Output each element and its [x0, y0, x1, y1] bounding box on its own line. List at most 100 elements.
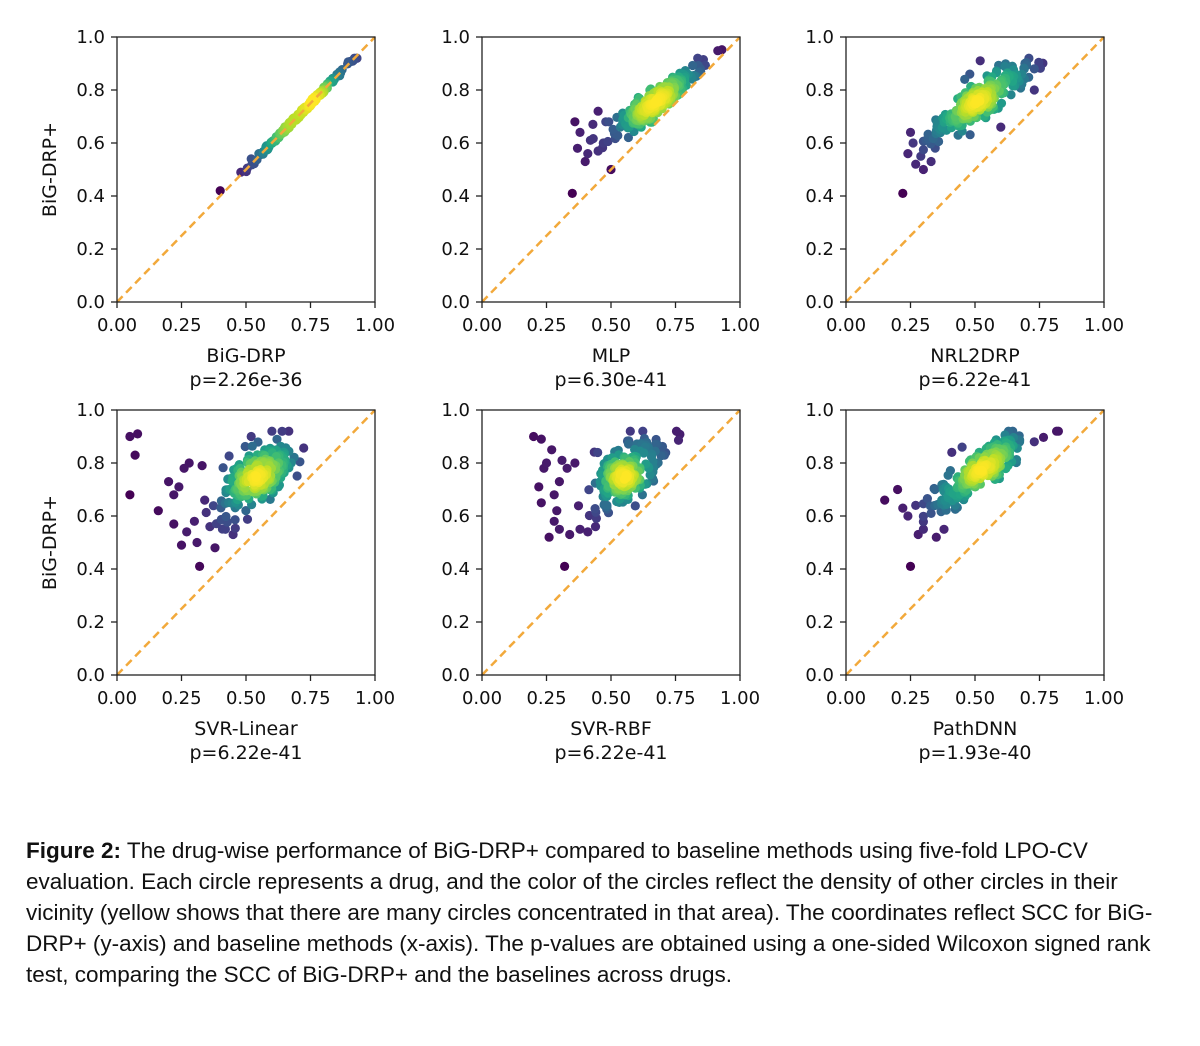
p-value-label: p=2.26e-36 [189, 369, 302, 391]
scatter-point [1029, 437, 1039, 447]
identity-line [481, 36, 741, 303]
scatter-point [903, 511, 913, 521]
scatter-point [557, 455, 567, 465]
x-tick-label: 0.25 [161, 688, 201, 709]
identity-line [116, 409, 376, 676]
y-tick-label: 1.0 [76, 27, 105, 48]
scatter-point [880, 495, 890, 505]
x-axis-label: MLP [592, 345, 630, 367]
y-tick-label: 1.0 [805, 400, 834, 421]
y-tick-label: 1.0 [76, 400, 105, 421]
identity-line [481, 409, 741, 676]
scatter-point [197, 461, 207, 471]
scatter-point [549, 490, 559, 500]
scatter-point [220, 524, 230, 534]
y-tick-label: 0.0 [805, 292, 834, 313]
scatter-point [977, 465, 987, 475]
caption-text: The drug-wise performance of BiG-DRP+ co… [26, 837, 1153, 987]
y-tick-label: 0.6 [805, 133, 834, 154]
y-tick-label: 0.8 [805, 453, 834, 474]
scatter-point [608, 124, 618, 134]
scatter-point [125, 431, 135, 442]
scatter-point [604, 117, 614, 127]
y-tick-label: 0.8 [76, 80, 105, 101]
scatter-point [903, 149, 913, 159]
scatter-point [975, 56, 985, 66]
scatter-point [584, 485, 594, 495]
scatter-point [174, 482, 184, 492]
scatter-point [1029, 85, 1039, 95]
p-value-label: p=1.93e-40 [918, 742, 1031, 764]
scatter-point [898, 503, 908, 513]
scatter-point [189, 516, 199, 526]
scatter-point [562, 463, 572, 473]
scatter-point [536, 434, 546, 444]
scatter-point [1038, 432, 1049, 442]
scatter-point [552, 506, 562, 516]
scatter-point [536, 498, 546, 508]
scatter-point [623, 132, 634, 143]
scatter-point [560, 561, 570, 572]
scatter-point [284, 426, 294, 436]
scatter-point [625, 426, 635, 436]
scatter-point [650, 439, 661, 450]
y-tick-label: 0.6 [805, 506, 834, 527]
x-tick-label: 0.75 [1019, 688, 1059, 709]
x-axis-label: SVR-Linear [194, 718, 298, 740]
scatter-point [1034, 57, 1044, 67]
x-tick-label: 0.25 [890, 688, 930, 709]
y-tick-label: 0.0 [805, 665, 834, 686]
x-tick-label: 1.00 [720, 315, 760, 336]
y-tick-label: 0.4 [441, 559, 470, 580]
scatter-point [960, 74, 970, 84]
x-tick-label: 0.25 [526, 315, 566, 336]
scatter-point [192, 537, 202, 548]
y-tick-label: 0.2 [76, 239, 105, 260]
scatter-point [905, 127, 916, 137]
scatter-point [575, 524, 585, 534]
scatter-point [125, 490, 135, 500]
scatter-point [602, 500, 612, 510]
y-tick-label: 1.0 [441, 27, 470, 48]
scatter-point [221, 511, 231, 522]
scatter-point [583, 527, 593, 537]
scatter-point [529, 431, 539, 442]
y-tick-label: 0.0 [441, 292, 470, 313]
y-tick-label: 0.0 [441, 665, 470, 686]
scatter-point [593, 447, 603, 458]
scatter-point [272, 434, 282, 444]
y-tick-label: 0.8 [805, 80, 834, 101]
panel-mlp: 0.00 0.25 0.50 0.75 1.00 0.0 0.2 0.4 0.6 0.8 1.0 ML… [441, 27, 760, 391]
y-tick-label: 0.2 [805, 612, 834, 633]
scatter-point [554, 477, 565, 487]
p-value-label: p=6.22e-41 [554, 742, 667, 764]
scatter-point [898, 188, 908, 198]
x-tick-label: 0.75 [290, 688, 330, 709]
scatter-point [215, 186, 225, 196]
figure-panels: 0.00 0.25 0.50 0.75 1.00 0.0 0.2 0.4 0.6 0.8 1.0 Bi… [39, 27, 1124, 764]
x-tick-label: 0.75 [655, 688, 695, 709]
scatter-point [688, 60, 698, 71]
scatter-point [623, 439, 634, 449]
x-tick-label: 0.00 [462, 315, 502, 336]
scatter-point [590, 504, 600, 514]
y-tick-label: 0.6 [76, 133, 105, 154]
scatter-point [893, 484, 903, 495]
scatter-point [210, 543, 220, 553]
scatter-point [588, 134, 598, 144]
scatter-point [918, 511, 929, 521]
scatter-point [1029, 64, 1039, 74]
y-tick-label: 0.6 [76, 506, 105, 527]
scatter-point [918, 524, 929, 534]
scatter-point [570, 458, 580, 468]
scatter-point [583, 149, 593, 159]
x-tick-label: 0.00 [826, 315, 866, 336]
scatter-point [996, 98, 1007, 108]
scatter-point [965, 130, 975, 140]
x-tick-label: 0.75 [290, 315, 330, 336]
p-value-label: p=6.22e-41 [189, 742, 302, 764]
x-axis-label: SVR-RBF [570, 718, 652, 740]
panel-nrl2drp: 0.00 0.25 0.50 0.75 1.00 0.0 0.2 0.4 0.6 0.8 1.0 NR… [805, 27, 1124, 391]
scatter-point [224, 451, 234, 461]
x-axis-label: NRL2DRP [930, 345, 1019, 367]
